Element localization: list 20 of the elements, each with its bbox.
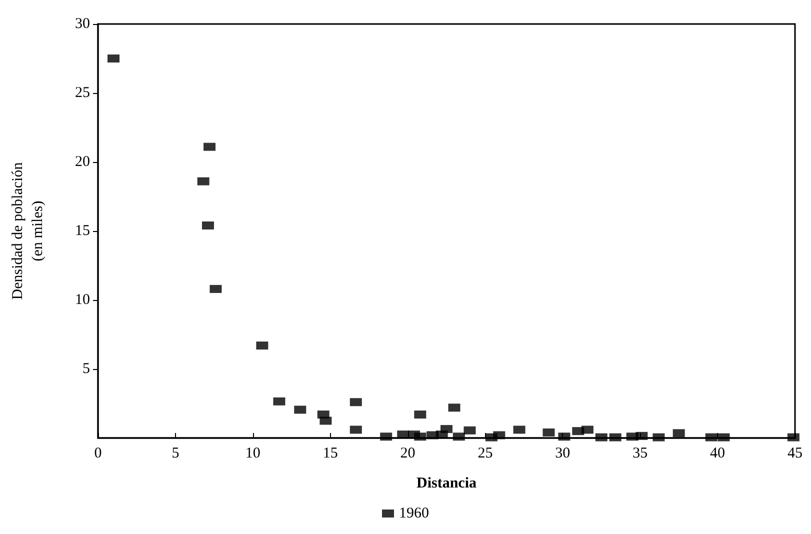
y-tick-label: 30: [75, 16, 90, 32]
x-tick-label: 35: [632, 446, 648, 462]
y-tick-label: 10: [75, 292, 90, 308]
x-tick-label: 0: [94, 446, 102, 462]
legend-label: 1960: [399, 506, 429, 522]
x-tick-label: 25: [478, 446, 493, 462]
x-tick-label: 5: [172, 446, 180, 462]
x-tick-label: 40: [710, 446, 726, 462]
y-axis-title: Densidad de población (en miles): [10, 162, 46, 300]
y-tick-label: 25: [75, 85, 90, 101]
y-tick-label: 5: [82, 361, 90, 377]
x-axis-title: Distancia: [416, 476, 477, 492]
x-tick-label: 45: [788, 446, 802, 462]
x-tick-label: 20: [400, 446, 416, 462]
y-tick-label: 15: [75, 223, 90, 239]
x-tick-label: 10: [245, 446, 260, 462]
point: [440, 425, 452, 434]
x-tick-label: 15: [322, 446, 338, 462]
x-tick-label: 30: [555, 446, 570, 462]
y-tick-label: 20: [75, 154, 90, 170]
